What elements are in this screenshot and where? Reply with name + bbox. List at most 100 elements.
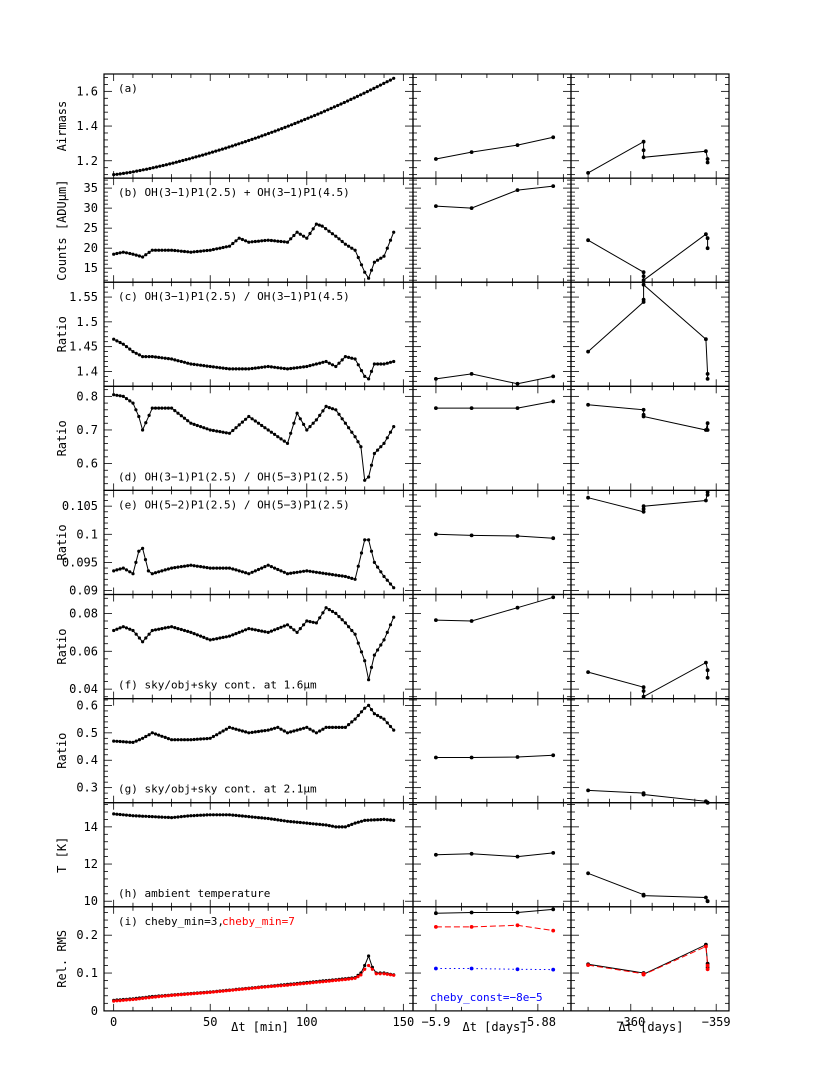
data-point-left [128, 813, 132, 818]
data-point-left [137, 549, 141, 553]
data-point-left [189, 250, 193, 254]
data-point-left [388, 78, 392, 82]
data-point-left [202, 364, 206, 368]
data-point-left [299, 119, 303, 123]
data-point-left [279, 625, 283, 629]
data-point-left [195, 737, 199, 741]
data-point-left [240, 629, 244, 633]
data-point-left [181, 158, 185, 163]
data-point-left [330, 232, 334, 236]
data-point-left_red [382, 972, 386, 976]
data-point-right [705, 377, 710, 381]
data-point-left [118, 812, 122, 817]
data-point-left [350, 628, 354, 633]
data-point-left [121, 625, 125, 629]
data-point-left [257, 135, 261, 139]
data-point-left [330, 725, 335, 730]
data-point-left [163, 248, 167, 252]
data-point-left [273, 628, 277, 632]
data-point-left [329, 106, 333, 110]
data-point-left [237, 142, 241, 146]
data-point-left [302, 234, 306, 238]
data-point-left [372, 86, 376, 90]
data-point-left [176, 249, 180, 253]
data-point-left [250, 627, 254, 631]
data-point-left [179, 627, 183, 632]
data-point-left [356, 255, 360, 260]
data-point-left [286, 124, 290, 128]
data-point-left [134, 739, 138, 743]
data-point-right [641, 278, 646, 283]
data-point-left [160, 734, 164, 738]
data-point-left [363, 374, 367, 378]
data-point-left [187, 157, 191, 161]
data-point-left [195, 363, 199, 367]
data-point-left [263, 238, 267, 243]
data-point-left [118, 340, 122, 345]
data-point-left [118, 251, 122, 255]
data-point-left [305, 236, 309, 240]
series-line-right [587, 233, 709, 282]
data-point-left_red [208, 990, 212, 995]
data-point-left [298, 820, 302, 825]
data-point-left [353, 717, 357, 721]
data-point-left [115, 739, 119, 743]
data-point-mid [551, 184, 556, 189]
data-point-left [199, 565, 203, 569]
series-line-right [588, 789, 708, 804]
data-point-left [250, 137, 254, 141]
data-point-left [392, 230, 396, 234]
data-point-left [234, 239, 238, 243]
data-point-left [372, 712, 376, 716]
data-point-mid [434, 157, 438, 161]
data-point-left [179, 249, 183, 253]
data-point-left_red [166, 994, 170, 998]
data-point-left [240, 367, 244, 371]
data-point-left [189, 630, 193, 635]
data-point-left [147, 250, 151, 254]
data-point-left [208, 813, 212, 817]
data-point-left [128, 570, 132, 574]
data-point-mid [469, 619, 474, 623]
data-point-left [347, 625, 351, 629]
data-point-left [273, 726, 277, 730]
data-point-left [137, 353, 141, 357]
data-point-left [367, 276, 371, 280]
data-point-left [388, 818, 393, 822]
data-point-left [314, 418, 318, 422]
data-point-left [295, 820, 299, 824]
data-point-left [263, 816, 267, 820]
data-point-left [160, 248, 164, 252]
y-axis-label: Counts [ADUμm] [55, 180, 69, 281]
y-tick-label: 0.3 [76, 781, 98, 795]
data-point-left [153, 815, 158, 819]
data-point-left [379, 570, 383, 574]
data-point-left [266, 816, 270, 821]
data-point-left [289, 366, 293, 371]
data-point-left [168, 162, 172, 166]
data-point-left [124, 251, 129, 255]
data-point-left [184, 158, 188, 162]
data-point-left [166, 357, 170, 361]
data-point-left [199, 249, 203, 253]
data-point-left [224, 146, 228, 150]
data-point-left [311, 227, 315, 231]
series-line-left [113, 607, 395, 680]
series-line-mid [435, 400, 554, 409]
data-point-left [376, 565, 380, 569]
data-point-left_red [202, 991, 206, 995]
data-point-left [137, 814, 141, 818]
data-point-left [134, 560, 138, 565]
data-point-left [150, 248, 154, 252]
data-point-left [157, 248, 161, 252]
data-point-left [334, 825, 338, 829]
data-point-left [224, 635, 228, 639]
y-axis-label: Rel. RMS [55, 930, 69, 988]
data-point-left [369, 549, 374, 553]
data-point-left [314, 731, 318, 735]
data-point-left [247, 240, 251, 244]
data-point-left [244, 367, 248, 371]
data-point-left [314, 362, 318, 366]
data-point-left [215, 566, 219, 570]
data-point-left [208, 428, 212, 432]
